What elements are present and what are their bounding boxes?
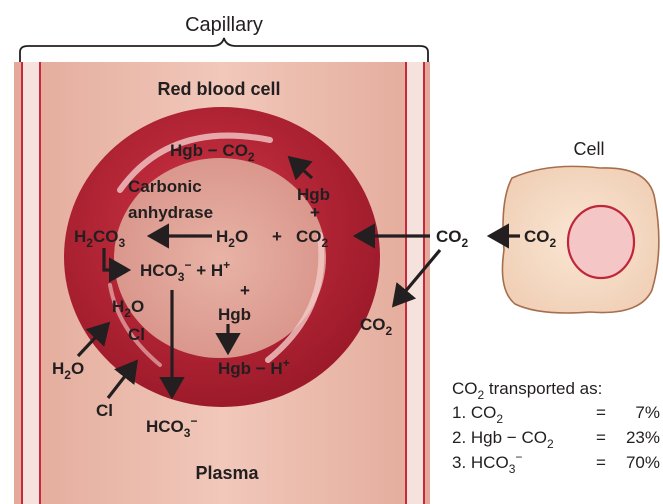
formula-h2co3: H2CO3	[74, 227, 125, 250]
arrow-h2co3-to-hco3	[102, 248, 132, 283]
label-anhydrase: anhydrase	[128, 203, 213, 222]
transport-row-eq: =	[596, 428, 606, 447]
plasma-labels: H2O Cl HCO3− CO2 CO2 CO2	[52, 227, 557, 440]
label-co2-mid: CO2	[436, 227, 469, 250]
formula-plus-mid: +	[240, 281, 250, 300]
formula-co2-rbc: CO2	[296, 227, 329, 250]
formula-h2o-membrane: H2O	[112, 297, 144, 320]
transport-row-label: 2. Hgb − CO2	[452, 428, 554, 451]
rbc-inner	[114, 158, 326, 358]
label-hco3-out: HCO3−	[146, 414, 197, 440]
plasma-label: Plasma	[195, 463, 259, 483]
tissue-cell	[501, 165, 660, 314]
red-blood-cell-label: Red blood cell	[157, 79, 280, 99]
label-co2-plasma: CO2	[360, 315, 393, 338]
formula-plus: +	[272, 227, 282, 246]
transport-row-value: 7%	[635, 403, 660, 422]
rbc-reactions: Carbonic anhydrase H2CO3 H2O + CO2 Hgb −…	[74, 141, 330, 378]
transport-table: CO2 transported as: 1. CO2 = 7% 2. Hgb −…	[452, 379, 660, 476]
formula-hco3-h: HCO3− + H+	[140, 258, 230, 284]
arrows	[76, 155, 520, 400]
capillary-label: Capillary	[185, 14, 263, 36]
red-blood-cell	[64, 107, 380, 407]
arrow-h2o-in	[76, 321, 111, 358]
vessel-wall-right-band	[407, 62, 423, 504]
transport-row-label: 3. HCO3−	[452, 450, 522, 476]
transport-row-eq: =	[596, 403, 606, 422]
transport-row-label: 1. CO2	[452, 403, 503, 426]
transport-row-value: 23%	[626, 428, 660, 447]
cell-nucleus	[566, 204, 636, 280]
transport-row-value: 70%	[626, 453, 660, 472]
rbc-highlight-right	[265, 232, 325, 363]
capillary-bracket	[19, 37, 429, 62]
label-co2-cell: CO2	[524, 227, 557, 250]
formula-plus-top: +	[310, 203, 320, 222]
formula-hgb-co2: Hgb − CO2	[170, 141, 255, 164]
arrow-cl-in	[106, 359, 138, 399]
cell-label: Cell	[573, 139, 604, 159]
arrow-hgb-to-hgbco2	[287, 155, 314, 181]
arrow-co2-to-plasma	[391, 248, 442, 308]
rbc-highlight-left	[108, 283, 162, 367]
rbc-highlight-top	[117, 132, 273, 193]
label-h2o-in: H2O	[52, 359, 84, 382]
label-carbonic: Carbonic	[128, 177, 202, 196]
vessel-wall-left-band	[23, 62, 39, 504]
formula-cl-membrane: Cl	[128, 325, 145, 344]
transport-row-eq: =	[596, 453, 606, 472]
transport-title: CO2 transported as:	[452, 379, 602, 402]
label-cl-in: Cl	[96, 401, 113, 420]
formula-hgb-mid: Hgb	[218, 305, 251, 324]
formula-h2o: H2O	[216, 227, 248, 250]
formula-hgb-h: Hgb − H+	[218, 356, 290, 378]
formula-hgb-top: Hgb	[297, 185, 330, 204]
